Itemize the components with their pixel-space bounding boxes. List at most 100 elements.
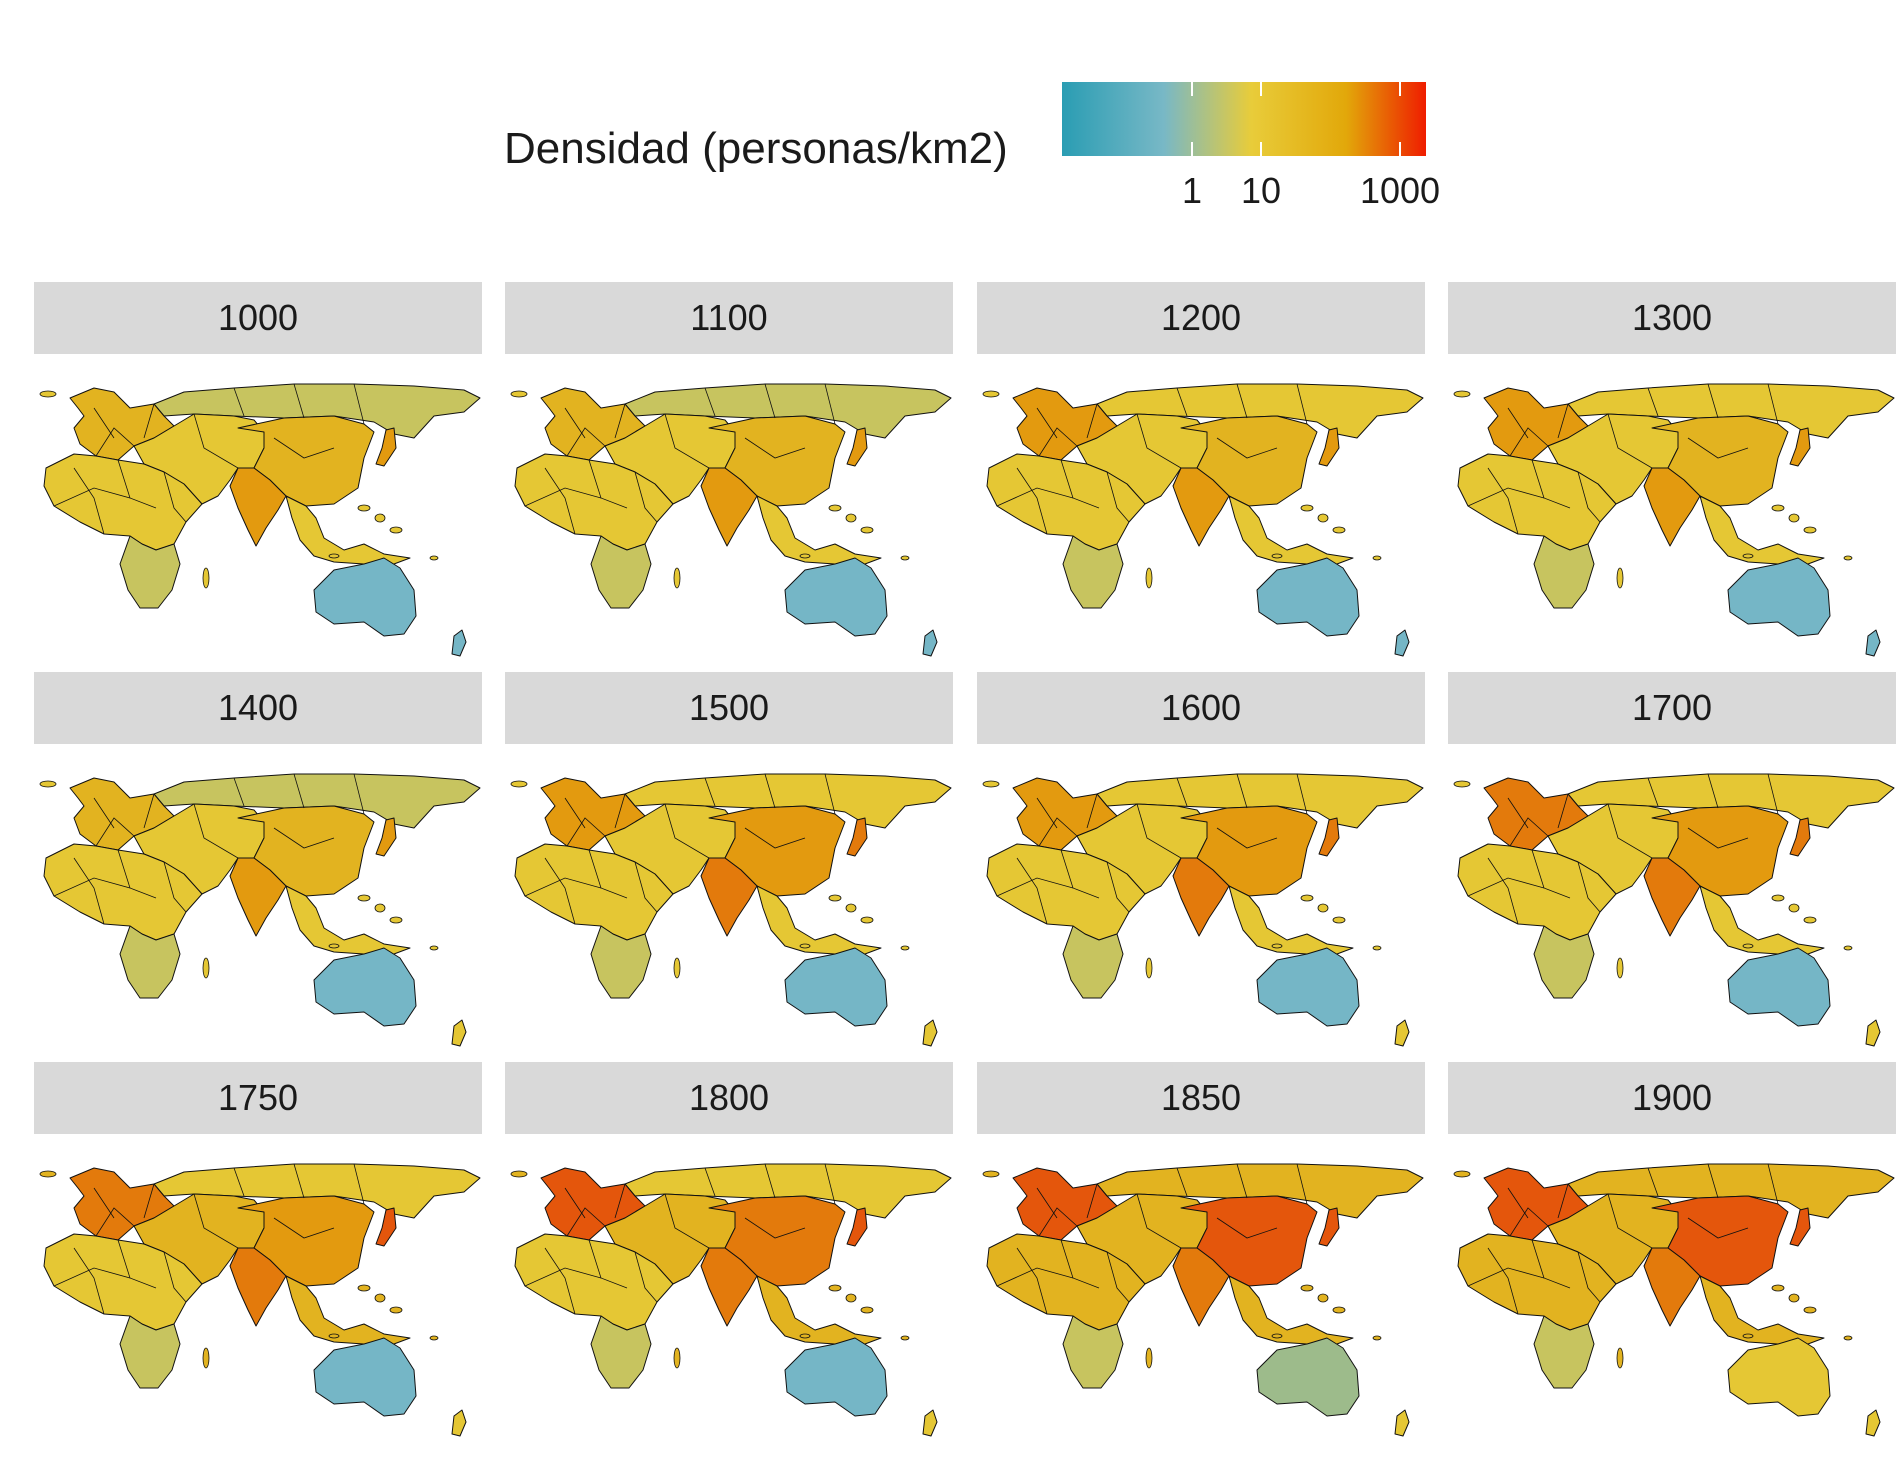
region-india — [1172, 1247, 1230, 1327]
island — [1771, 1284, 1785, 1292]
country-border — [1557, 1183, 1569, 1219]
island — [1803, 916, 1817, 924]
country-border — [73, 857, 105, 925]
country-border — [1577, 861, 1601, 913]
country-border — [1767, 383, 1779, 425]
country-border — [1060, 1239, 1100, 1289]
facet-strip-label: 1500 — [505, 672, 953, 744]
country-border — [1038, 1207, 1078, 1237]
country-border — [1509, 427, 1549, 457]
island — [328, 1333, 340, 1339]
region-seasia — [756, 1275, 882, 1345]
region-nz — [1394, 629, 1410, 657]
region-india — [229, 467, 287, 547]
region-australia — [1727, 947, 1831, 1027]
country-border — [233, 777, 245, 807]
island — [1271, 1333, 1283, 1339]
country-border — [1060, 849, 1100, 899]
country-border — [764, 773, 776, 809]
region-china — [1180, 1195, 1318, 1287]
region-china — [708, 415, 846, 507]
island — [510, 780, 528, 788]
country-border — [143, 403, 155, 439]
facet-panel: 1500 — [505, 672, 953, 1047]
country-border — [1687, 827, 1749, 849]
region-china — [1651, 1195, 1789, 1287]
choropleth-map — [982, 1163, 1424, 1437]
country-border — [163, 471, 187, 523]
island — [328, 943, 340, 949]
facet-panel: 1200 — [977, 282, 1425, 657]
facet-strip-label: 1400 — [34, 672, 482, 744]
country-border — [1507, 407, 1529, 439]
island — [982, 780, 1000, 788]
country-border — [564, 1187, 586, 1219]
country-border — [544, 1247, 576, 1315]
country-border — [353, 383, 365, 425]
country-border — [1086, 403, 1098, 439]
region-nz — [1865, 1409, 1881, 1437]
island — [860, 1306, 874, 1314]
choropleth-map — [510, 773, 952, 1047]
country-border — [143, 1183, 155, 1219]
region-japan — [1318, 1207, 1340, 1247]
country-border — [1236, 383, 1248, 419]
country-border — [1607, 413, 1653, 469]
country-border — [588, 459, 628, 509]
region-nz — [1865, 629, 1881, 657]
region-india — [1172, 467, 1230, 547]
island — [1742, 943, 1754, 949]
island — [1742, 1333, 1754, 1339]
country-border — [764, 1163, 776, 1199]
country-border — [73, 1247, 105, 1315]
island — [357, 894, 371, 902]
country-border — [1216, 827, 1278, 849]
country-border — [614, 403, 626, 439]
country-border — [564, 407, 586, 439]
island — [357, 504, 371, 512]
region-china — [237, 415, 375, 507]
country-border — [1086, 793, 1098, 829]
island — [1788, 903, 1800, 913]
island — [1843, 1335, 1853, 1341]
country-border — [143, 793, 155, 829]
country-border — [1016, 467, 1048, 535]
country-border — [353, 1163, 365, 1205]
region-africa — [43, 843, 203, 941]
country-border — [1507, 797, 1529, 829]
region-nz — [922, 1409, 938, 1437]
country-border — [544, 467, 576, 535]
island — [1317, 513, 1329, 523]
facet-strip-label: 1300 — [1448, 282, 1896, 354]
country-border — [614, 1183, 626, 1219]
choropleth-map — [1453, 773, 1895, 1047]
country-border — [704, 777, 716, 807]
region-safrica — [590, 535, 652, 609]
country-border — [634, 471, 658, 523]
island — [860, 526, 874, 534]
island — [1332, 916, 1346, 924]
facet-strip-label: 1600 — [977, 672, 1425, 744]
region-india — [229, 857, 287, 937]
country-border — [744, 827, 806, 849]
legend-tick-label: 1 — [1181, 170, 1203, 211]
region-seasia — [1228, 885, 1354, 955]
region-japan — [1318, 817, 1340, 857]
island — [1300, 1284, 1314, 1292]
country-border — [193, 803, 239, 859]
region-china — [237, 805, 375, 897]
island — [1317, 1293, 1329, 1303]
country-border — [1557, 403, 1569, 439]
region-india — [1172, 857, 1230, 937]
country-border — [1647, 777, 1659, 807]
region-safrica — [590, 1315, 652, 1389]
country-border — [53, 1267, 131, 1287]
island — [900, 1335, 910, 1341]
country-border — [117, 459, 157, 509]
region-safrica — [1062, 925, 1124, 999]
country-border — [163, 1251, 187, 1303]
country-border — [293, 383, 305, 419]
region-japan — [1789, 817, 1811, 857]
region-japan — [1318, 427, 1340, 467]
country-border — [1038, 817, 1078, 847]
